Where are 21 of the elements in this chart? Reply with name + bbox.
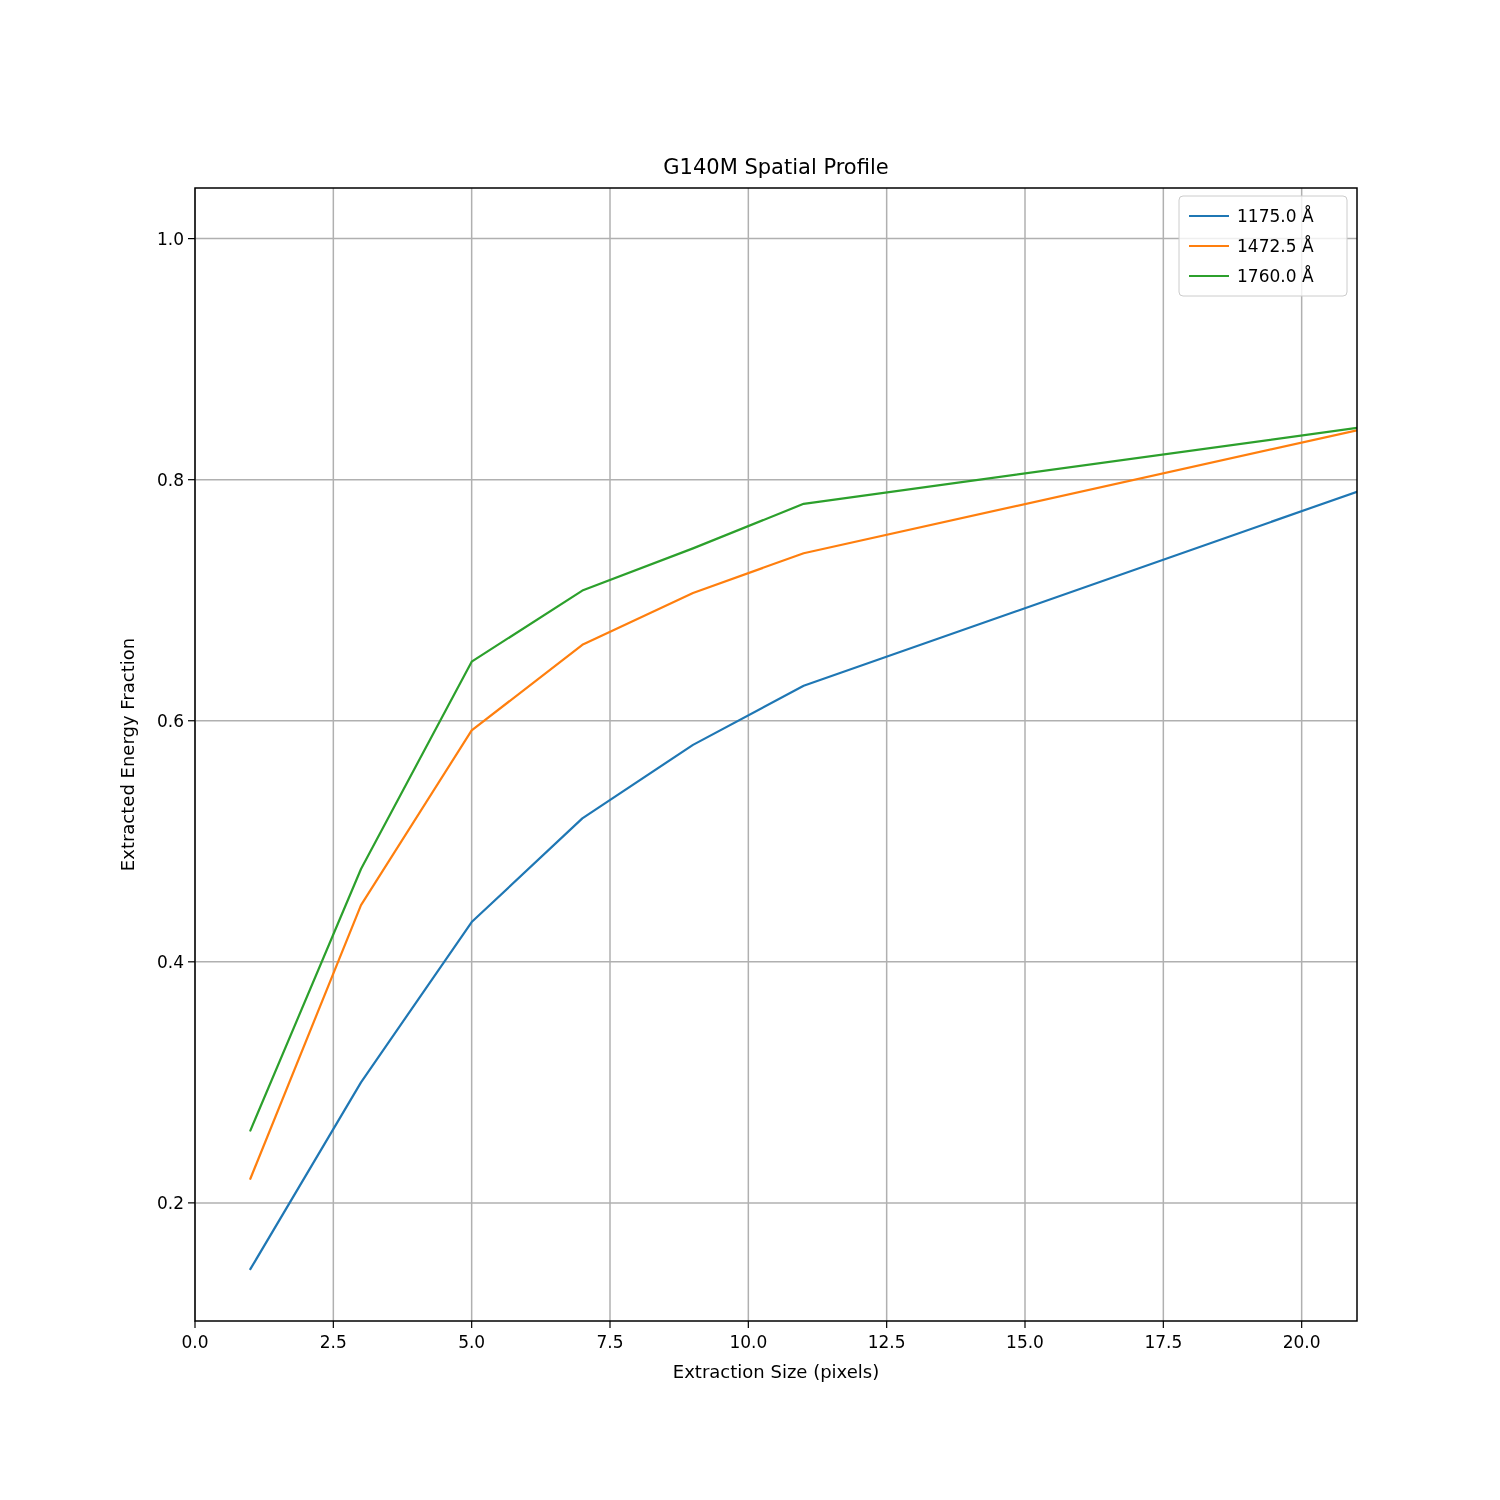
x-tick-label: 12.5 [867, 1332, 906, 1352]
x-tick-label: 15.0 [1006, 1332, 1044, 1352]
y-tick-label: 0.4 [156, 951, 184, 972]
legend-label: 1472.5 Å [1237, 234, 1314, 256]
legend-label: 1760.0 Å [1237, 264, 1314, 286]
x-tick-label: 2.5 [319, 1332, 347, 1352]
line-series [249, 490, 1357, 1271]
x-tick-label: 10.0 [729, 1332, 768, 1352]
x-tick-label: 20.0 [1282, 1332, 1321, 1352]
x-tick-label: 7.5 [596, 1332, 624, 1352]
chart-title: G140M Spatial Profile [663, 155, 889, 179]
y-axis-title: Extracted Energy Fraction [117, 637, 138, 872]
y-tick-label: 0.8 [156, 469, 184, 490]
legend-label: 1175.0 Å [1237, 204, 1314, 226]
y-tick-label: 0.6 [156, 710, 184, 731]
x-tick-label: 0.0 [181, 1332, 209, 1352]
x-tick-label: 17.5 [1144, 1332, 1183, 1352]
y-tick-label: 1.0 [156, 228, 184, 249]
x-axis-title: Extraction Size (pixels) [672, 1361, 880, 1382]
y-tick-label: 0.2 [156, 1192, 184, 1213]
x-tick-label: 5.0 [458, 1332, 486, 1352]
